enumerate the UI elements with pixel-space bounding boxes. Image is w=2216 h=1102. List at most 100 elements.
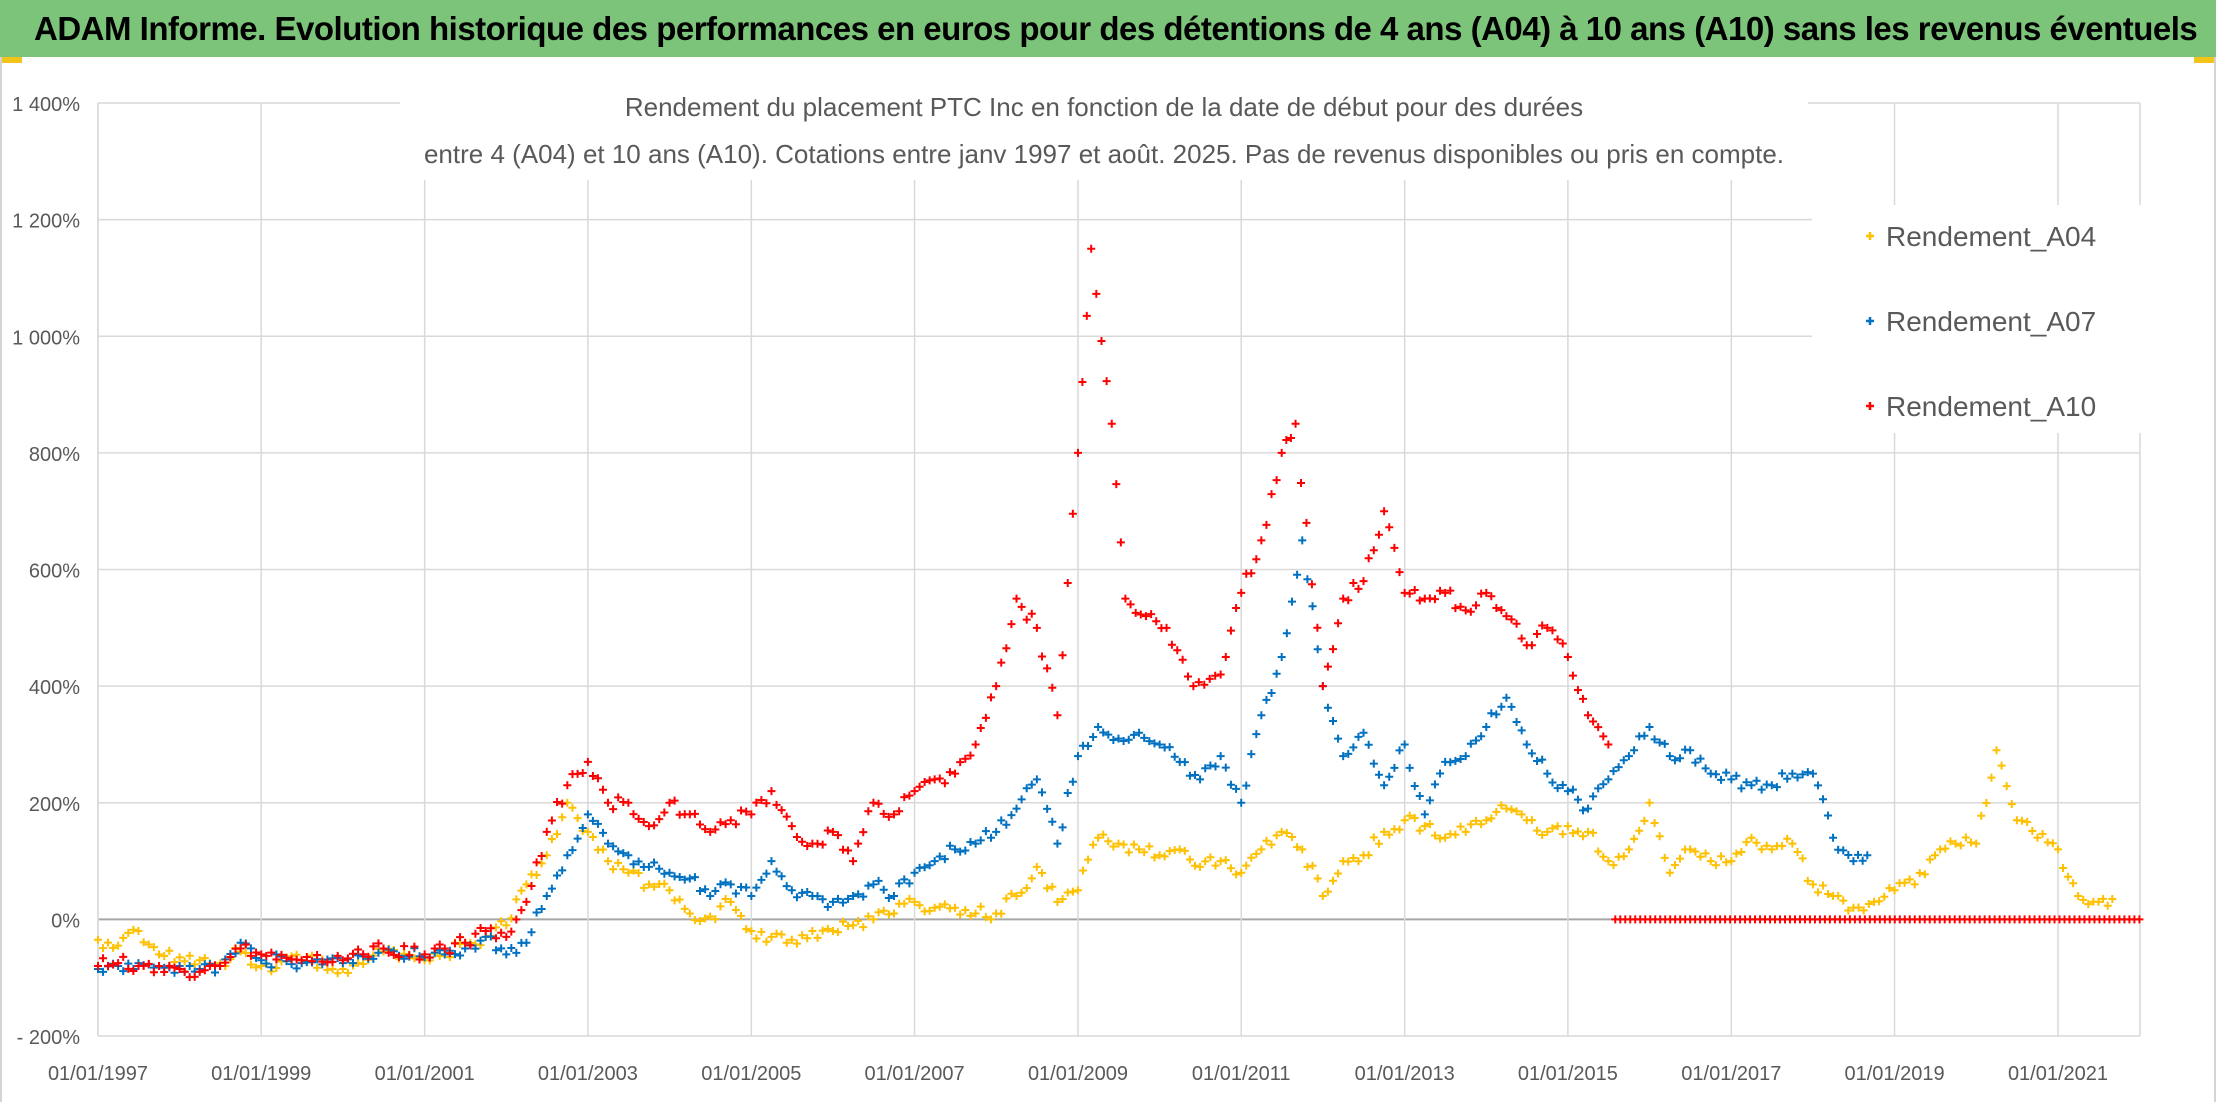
rendement-a10-point (1211, 671, 1220, 680)
rendement-a07-point (1380, 781, 1389, 790)
rendement-a04-point (246, 960, 255, 969)
rendement-a10-point (833, 831, 842, 840)
rendement-a04-point (160, 952, 169, 961)
rendement-a10-point (547, 816, 556, 825)
rendement-a10-point (905, 791, 914, 800)
rendement-a07-point (1808, 769, 1817, 778)
rendement-a07-point (1599, 780, 1608, 789)
rendement-a10-point (1194, 678, 1203, 687)
rendement-a04-point (940, 900, 949, 909)
rendement-a10-point (634, 814, 643, 823)
rendement-a07-point (823, 902, 832, 911)
rendement-a07-point (292, 964, 301, 973)
rendement-a07-point (1038, 788, 1046, 797)
x-tick-label: 01/01/2021 (2008, 1063, 2108, 1085)
rendement-a07-point (471, 944, 480, 953)
rendement-a10-point (435, 940, 444, 949)
rendement-a04-point (1900, 878, 1909, 887)
rendement-a10-point (818, 840, 827, 849)
rendement-a07-point (369, 954, 378, 963)
rendement-a04-point (726, 897, 735, 906)
rendement-a10-point (1286, 434, 1295, 443)
rendement-a10-point (1232, 604, 1241, 613)
rendement-a04-point (915, 901, 924, 910)
rendement-a04-point (1706, 857, 1715, 866)
rendement-a10-point (961, 754, 970, 763)
rendement-a10-point (1405, 589, 1414, 598)
rendement-a07-point (1732, 771, 1741, 780)
rendement-a04-point (854, 916, 863, 925)
rendement-a04-point (961, 905, 970, 914)
rendement-a10-point (139, 961, 148, 970)
rendement-a07-point (1446, 758, 1455, 767)
rendement-a04-point (1793, 847, 1802, 856)
rendement-a10-point (292, 955, 301, 964)
rendement-a04-point (1099, 830, 1108, 839)
rendement-a07-point (828, 897, 837, 906)
rendement-a10-point (471, 929, 480, 938)
rendement-a04-point (1722, 858, 1731, 867)
rendement-a10-point (1297, 479, 1306, 488)
rendement-a07-point (1063, 788, 1072, 797)
rendement-a10-point (349, 949, 358, 958)
rendement-a04-point (1032, 862, 1041, 871)
rendement-a10-point (1221, 653, 1230, 662)
header-title: ADAM Informe. Evolution historique des p… (34, 9, 2198, 47)
legend-marker (1866, 402, 1874, 410)
rendement-a10-point (461, 938, 470, 947)
rendement-a07-point (833, 894, 842, 903)
rendement-a04-point (945, 904, 954, 913)
rendement-a07-point (1277, 652, 1286, 661)
rendement-a07-point (517, 938, 526, 947)
rendement-a10-point (1599, 732, 1608, 741)
rendement-a10-point (910, 787, 919, 796)
rendement-a04-point (1987, 773, 1996, 782)
rendement-a07-point (1863, 851, 1872, 860)
rendement-a04-point (1313, 874, 1322, 883)
rendement-a07-point (1477, 732, 1486, 741)
rendement-a07-point (1578, 806, 1587, 815)
rendement-a04-point (1221, 856, 1230, 865)
rendement-a04-point (2054, 845, 2062, 854)
rendement-a10-point (1573, 686, 1582, 695)
rendement-a07-point (583, 810, 592, 819)
rendement-a04-point (823, 924, 832, 933)
rendement-a10-point (430, 944, 439, 953)
rendement-a04-point (1323, 887, 1332, 896)
rendement-a10-point (742, 807, 751, 816)
rendement-a10-point (94, 962, 102, 971)
rendement-a10-point (1147, 610, 1156, 619)
rendement-a07-point (1211, 762, 1220, 771)
rendement-a04-point (1813, 888, 1822, 897)
rendement-a04-point (644, 880, 653, 889)
rendement-a07-point (1548, 778, 1557, 787)
rendement-a07-point (1522, 740, 1531, 749)
rendement-a04-point (1910, 880, 1919, 889)
rendement-a04-point (1109, 842, 1118, 851)
rendement-a04-point (1696, 852, 1705, 861)
rendement-a07-point (1022, 784, 1031, 793)
rendement-a07-point (1048, 817, 1057, 826)
rendement-a10-point (1329, 645, 1338, 654)
rendement-a07-point (895, 879, 904, 888)
rendement-a07-point (568, 846, 577, 855)
rendement-a04-point (558, 813, 567, 822)
rendement-a10-point (466, 941, 475, 950)
rendement-a10-point (1053, 711, 1062, 720)
rendement-a07-point (619, 849, 628, 858)
rendement-a07-point (1329, 717, 1338, 726)
rendement-a04-point (1568, 829, 1577, 838)
rendement-a10-point (1344, 596, 1353, 605)
rendement-a04-point (619, 865, 628, 874)
rendement-a10-point (1038, 652, 1046, 661)
rendement-a04-point (1819, 881, 1828, 890)
rendement-a04-point (1430, 831, 1439, 840)
rendement-a04-point (114, 941, 123, 950)
rendement-a04-point (1742, 838, 1751, 847)
rendement-a04-point (1053, 897, 1062, 906)
rendement-a07-point (782, 882, 791, 891)
rendement-a07-point (609, 842, 618, 851)
rendement-a10-point (680, 810, 689, 819)
rendement-a04-point (1844, 906, 1853, 915)
rendement-a10-point (450, 939, 459, 948)
